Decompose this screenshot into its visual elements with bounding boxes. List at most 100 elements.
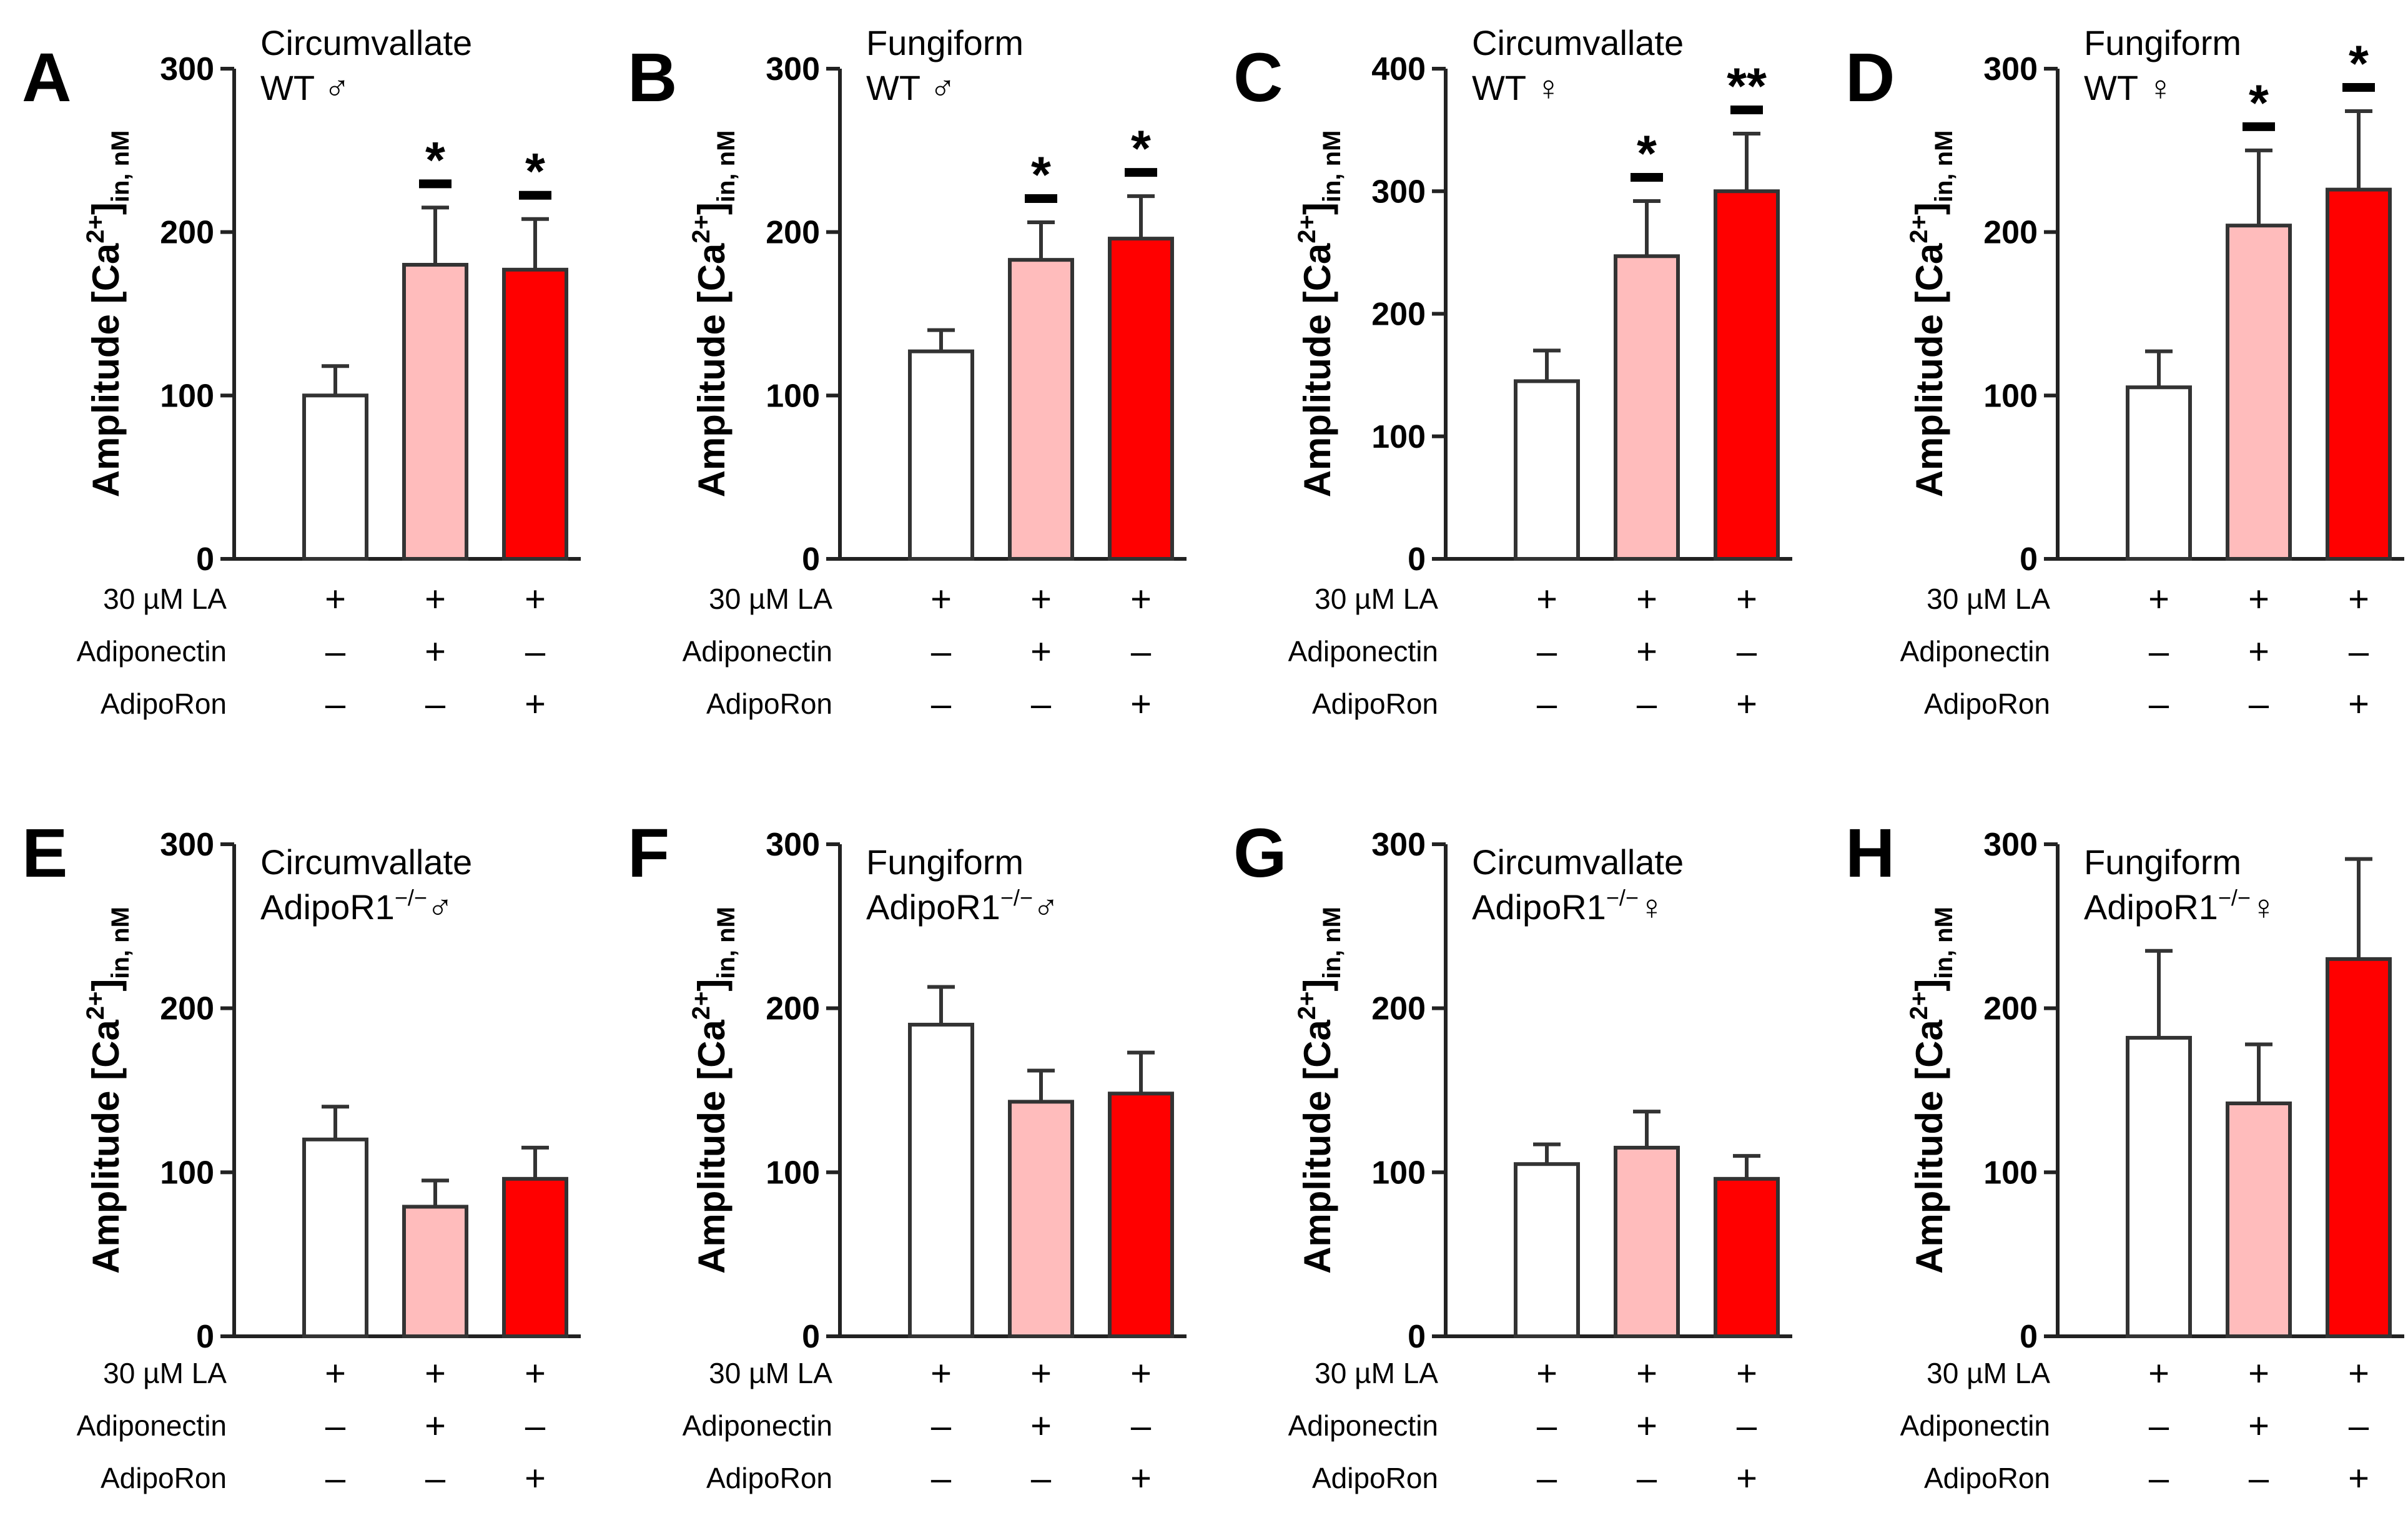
panel-subtitle: AdipoR1−/−♀ <box>1472 885 1665 927</box>
y-tick-label: 100 <box>1983 1155 2038 1191</box>
condition-symbol: + <box>2348 1458 2369 1499</box>
condition-symbol: + <box>1130 1458 1152 1499</box>
y-axis-label: Amplitude [Ca2+]in, nM <box>688 907 740 1274</box>
bar <box>502 1176 568 1338</box>
y-tick-label: 300 <box>1983 51 2038 87</box>
panel-subtitle: WT ♀ <box>1472 68 1562 107</box>
condition-symbol: – <box>2249 1458 2269 1499</box>
bar <box>302 1137 368 1339</box>
panel-title: Circumvallate <box>260 23 472 62</box>
bar <box>1008 258 1074 561</box>
condition-symbol: – <box>1131 631 1152 672</box>
y-tick-label: 0 <box>196 1319 214 1355</box>
bar <box>502 267 568 561</box>
condition-symbol: – <box>1537 684 1557 724</box>
condition-symbol: – <box>931 631 952 672</box>
panel-letter: D <box>1845 39 1895 116</box>
condition-label: AdipoRon <box>706 688 832 720</box>
significance-marker: * <box>2249 75 2269 132</box>
condition-symbol: – <box>1131 1406 1152 1446</box>
panel-letter: G <box>1233 815 1287 892</box>
y-axis-label: Amplitude [Ca2+]in, nM <box>1905 131 1958 498</box>
condition-label: 30 µM LA <box>709 583 832 615</box>
condition-symbol: – <box>1637 684 1657 724</box>
y-tick-label: 0 <box>802 541 820 578</box>
condition-label: Adiponectin <box>1288 635 1438 668</box>
condition-label: AdipoRon <box>1312 688 1438 720</box>
y-tick-label: 300 <box>1371 174 1426 210</box>
condition-label: AdipoRon <box>101 1462 227 1494</box>
condition-label: Adiponectin <box>683 1409 832 1442</box>
condition-symbol: – <box>325 1406 346 1446</box>
y-tick-label: 100 <box>1371 419 1426 455</box>
condition-symbol: – <box>1737 631 1757 672</box>
bar <box>1714 189 1780 561</box>
y-tick-label: 100 <box>160 378 214 414</box>
y-tick-label: 0 <box>1408 541 1426 578</box>
y-axis-label: Amplitude [Ca2+]in, nM <box>1905 907 1958 1274</box>
y-tick-label: 300 <box>160 827 214 863</box>
y-tick-label: 300 <box>766 51 820 87</box>
condition-symbol: + <box>1030 1353 1052 1394</box>
condition-label: AdipoRon <box>1924 1462 2050 1494</box>
condition-symbol: + <box>525 1353 546 1394</box>
condition-label: 30 µM LA <box>1927 1357 2050 1389</box>
condition-label: AdipoRon <box>101 688 227 720</box>
condition-label: Adiponectin <box>1900 635 2050 668</box>
condition-symbol: – <box>931 1458 952 1499</box>
bar <box>1614 254 1680 561</box>
y-tick-label: 0 <box>802 1319 820 1355</box>
condition-symbol: + <box>2148 1353 2169 1394</box>
y-axis-label: Amplitude [Ca2+]in, nM <box>82 907 134 1274</box>
bar <box>1614 1145 1680 1339</box>
condition-symbol: + <box>1736 684 1757 724</box>
condition-label: 30 µM LA <box>103 583 227 615</box>
condition-symbol: – <box>2149 631 2169 672</box>
condition-symbol: + <box>2248 579 2269 619</box>
condition-symbol: + <box>1130 684 1152 724</box>
condition-symbol: – <box>1031 684 1052 724</box>
panel-subtitle: AdipoR1−/−♂ <box>260 885 453 927</box>
panel-subtitle: WT ♂ <box>260 68 350 107</box>
y-tick-label: 200 <box>766 991 820 1027</box>
y-tick-label: 300 <box>1371 827 1426 863</box>
y-axis-label: Amplitude [Ca2+]in, nM <box>1293 131 1346 498</box>
panel-title: Circumvallate <box>1472 842 1684 882</box>
panel-title: Circumvallate <box>1472 23 1684 62</box>
condition-symbol: – <box>325 1458 346 1499</box>
y-tick-label: 100 <box>766 378 820 414</box>
panel-subtitle: WT ♂ <box>866 68 956 107</box>
condition-symbol: + <box>2248 1406 2269 1446</box>
y-tick-label: 200 <box>1983 991 2038 1027</box>
condition-symbol: + <box>525 684 546 724</box>
condition-symbol: – <box>2349 631 2369 672</box>
y-tick-label: 0 <box>2020 541 2038 578</box>
y-axis-label: Amplitude [Ca2+]in, nM <box>82 131 134 498</box>
y-tick-label: 200 <box>1371 297 1426 333</box>
panel-title: Fungiform <box>866 23 1024 62</box>
y-tick-label: 100 <box>1371 1155 1426 1191</box>
condition-symbol: + <box>1636 631 1657 672</box>
condition-symbol: + <box>1636 579 1657 619</box>
panel-letter: C <box>1233 39 1283 116</box>
condition-symbol: + <box>1030 579 1052 619</box>
condition-symbol: + <box>325 579 346 619</box>
panel-title: Fungiform <box>2084 23 2241 62</box>
condition-symbol: + <box>525 579 546 619</box>
condition-symbol: + <box>930 579 952 619</box>
panel-letter: B <box>628 39 677 116</box>
condition-symbol: – <box>425 684 446 724</box>
condition-symbol: + <box>325 1353 346 1394</box>
condition-symbol: – <box>2249 684 2269 724</box>
significance-marker: * <box>1131 121 1151 177</box>
bar <box>1008 1100 1074 1339</box>
condition-symbol: – <box>1537 631 1557 672</box>
y-tick-label: 200 <box>1983 215 2038 251</box>
significance-marker: * <box>1637 126 1657 182</box>
condition-symbol: + <box>1636 1353 1657 1394</box>
